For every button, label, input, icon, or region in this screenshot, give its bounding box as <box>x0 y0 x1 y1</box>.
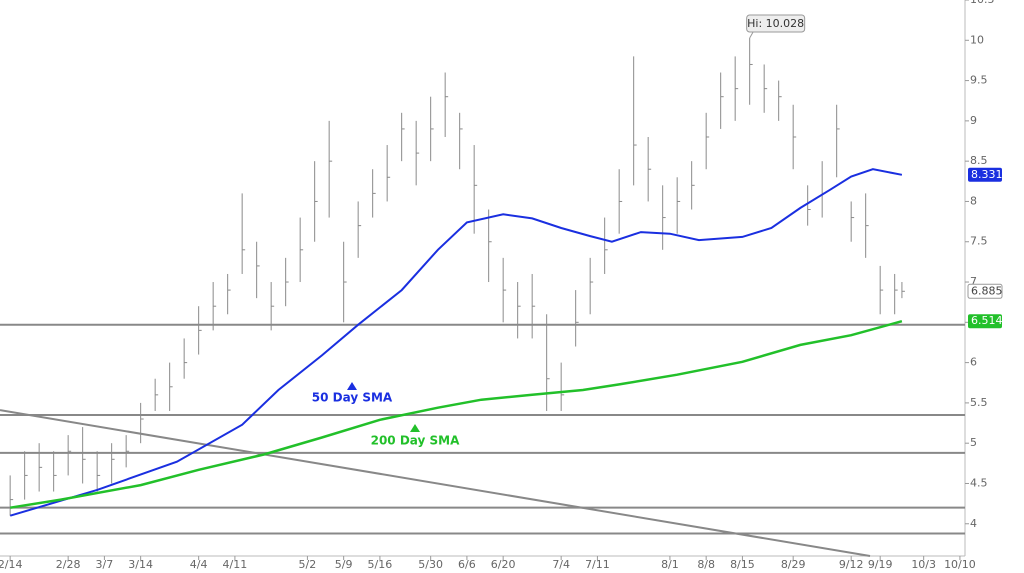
x-tick-label: 8/8 <box>697 558 715 571</box>
y-tick-label: 8 <box>970 194 977 207</box>
x-tick-label: 2/28 <box>56 558 81 571</box>
x-tick-label: 10/3 <box>911 558 936 571</box>
sma-line <box>9 168 903 517</box>
value-box <box>968 314 1002 329</box>
y-tick-label: 7.5 <box>970 235 988 248</box>
x-tick-label: 9/19 <box>868 558 893 571</box>
y-tick-label: 4.5 <box>970 476 988 489</box>
sma-marker <box>347 382 357 390</box>
value-label: 6.885 <box>971 284 1003 297</box>
x-tick-label: 5/16 <box>368 558 393 571</box>
annotation-label: Hi: 10.028 <box>747 17 804 30</box>
y-tick-label: 5.5 <box>970 396 988 409</box>
value-label: 6.514 <box>971 314 1003 327</box>
y-tick-label: 4 <box>970 517 977 530</box>
x-tick-label: 4/4 <box>190 558 208 571</box>
x-tick-label: 8/1 <box>661 558 679 571</box>
x-tick-label: 8/15 <box>730 558 755 571</box>
sma-label: 200 Day SMA <box>371 434 461 448</box>
sma-line <box>10 319 903 509</box>
value-box <box>968 167 1002 182</box>
value-label: 8.331 <box>971 168 1003 181</box>
y-tick-label: 10.5 <box>970 0 995 6</box>
x-tick-label: 6/20 <box>491 558 516 571</box>
x-tick-label: 8/29 <box>781 558 806 571</box>
x-tick-label: 7/11 <box>585 558 610 571</box>
x-tick-label: 10/10 <box>944 558 976 571</box>
x-tick-label: 9/12 <box>839 558 864 571</box>
y-tick-label: 6 <box>970 356 977 369</box>
trendline <box>0 409 871 557</box>
x-tick-label: 5/9 <box>335 558 353 571</box>
x-tick-label: 6/6 <box>458 558 476 571</box>
y-tick-label: 8.5 <box>970 154 988 167</box>
x-tick-label: 3/14 <box>128 558 153 571</box>
y-tick-label: 7 <box>970 275 977 288</box>
value-box <box>967 283 1003 299</box>
x-tick-label: 5/2 <box>299 558 317 571</box>
sma-marker <box>410 424 420 432</box>
annotation-box <box>746 14 806 33</box>
y-tick-label: 9 <box>970 114 977 127</box>
y-tick-label: 9.5 <box>970 74 988 87</box>
sma-label: 50 Day SMA <box>312 391 393 405</box>
y-tick-label: 5 <box>970 436 977 449</box>
x-tick-label: 4/11 <box>223 558 248 571</box>
x-tick-label: 7/4 <box>552 558 570 571</box>
x-tick-label: 2/14 <box>0 558 23 571</box>
x-tick-label: 3/7 <box>96 558 114 571</box>
y-tick-label: 10 <box>970 33 984 46</box>
x-tick-label: 5/30 <box>418 558 443 571</box>
